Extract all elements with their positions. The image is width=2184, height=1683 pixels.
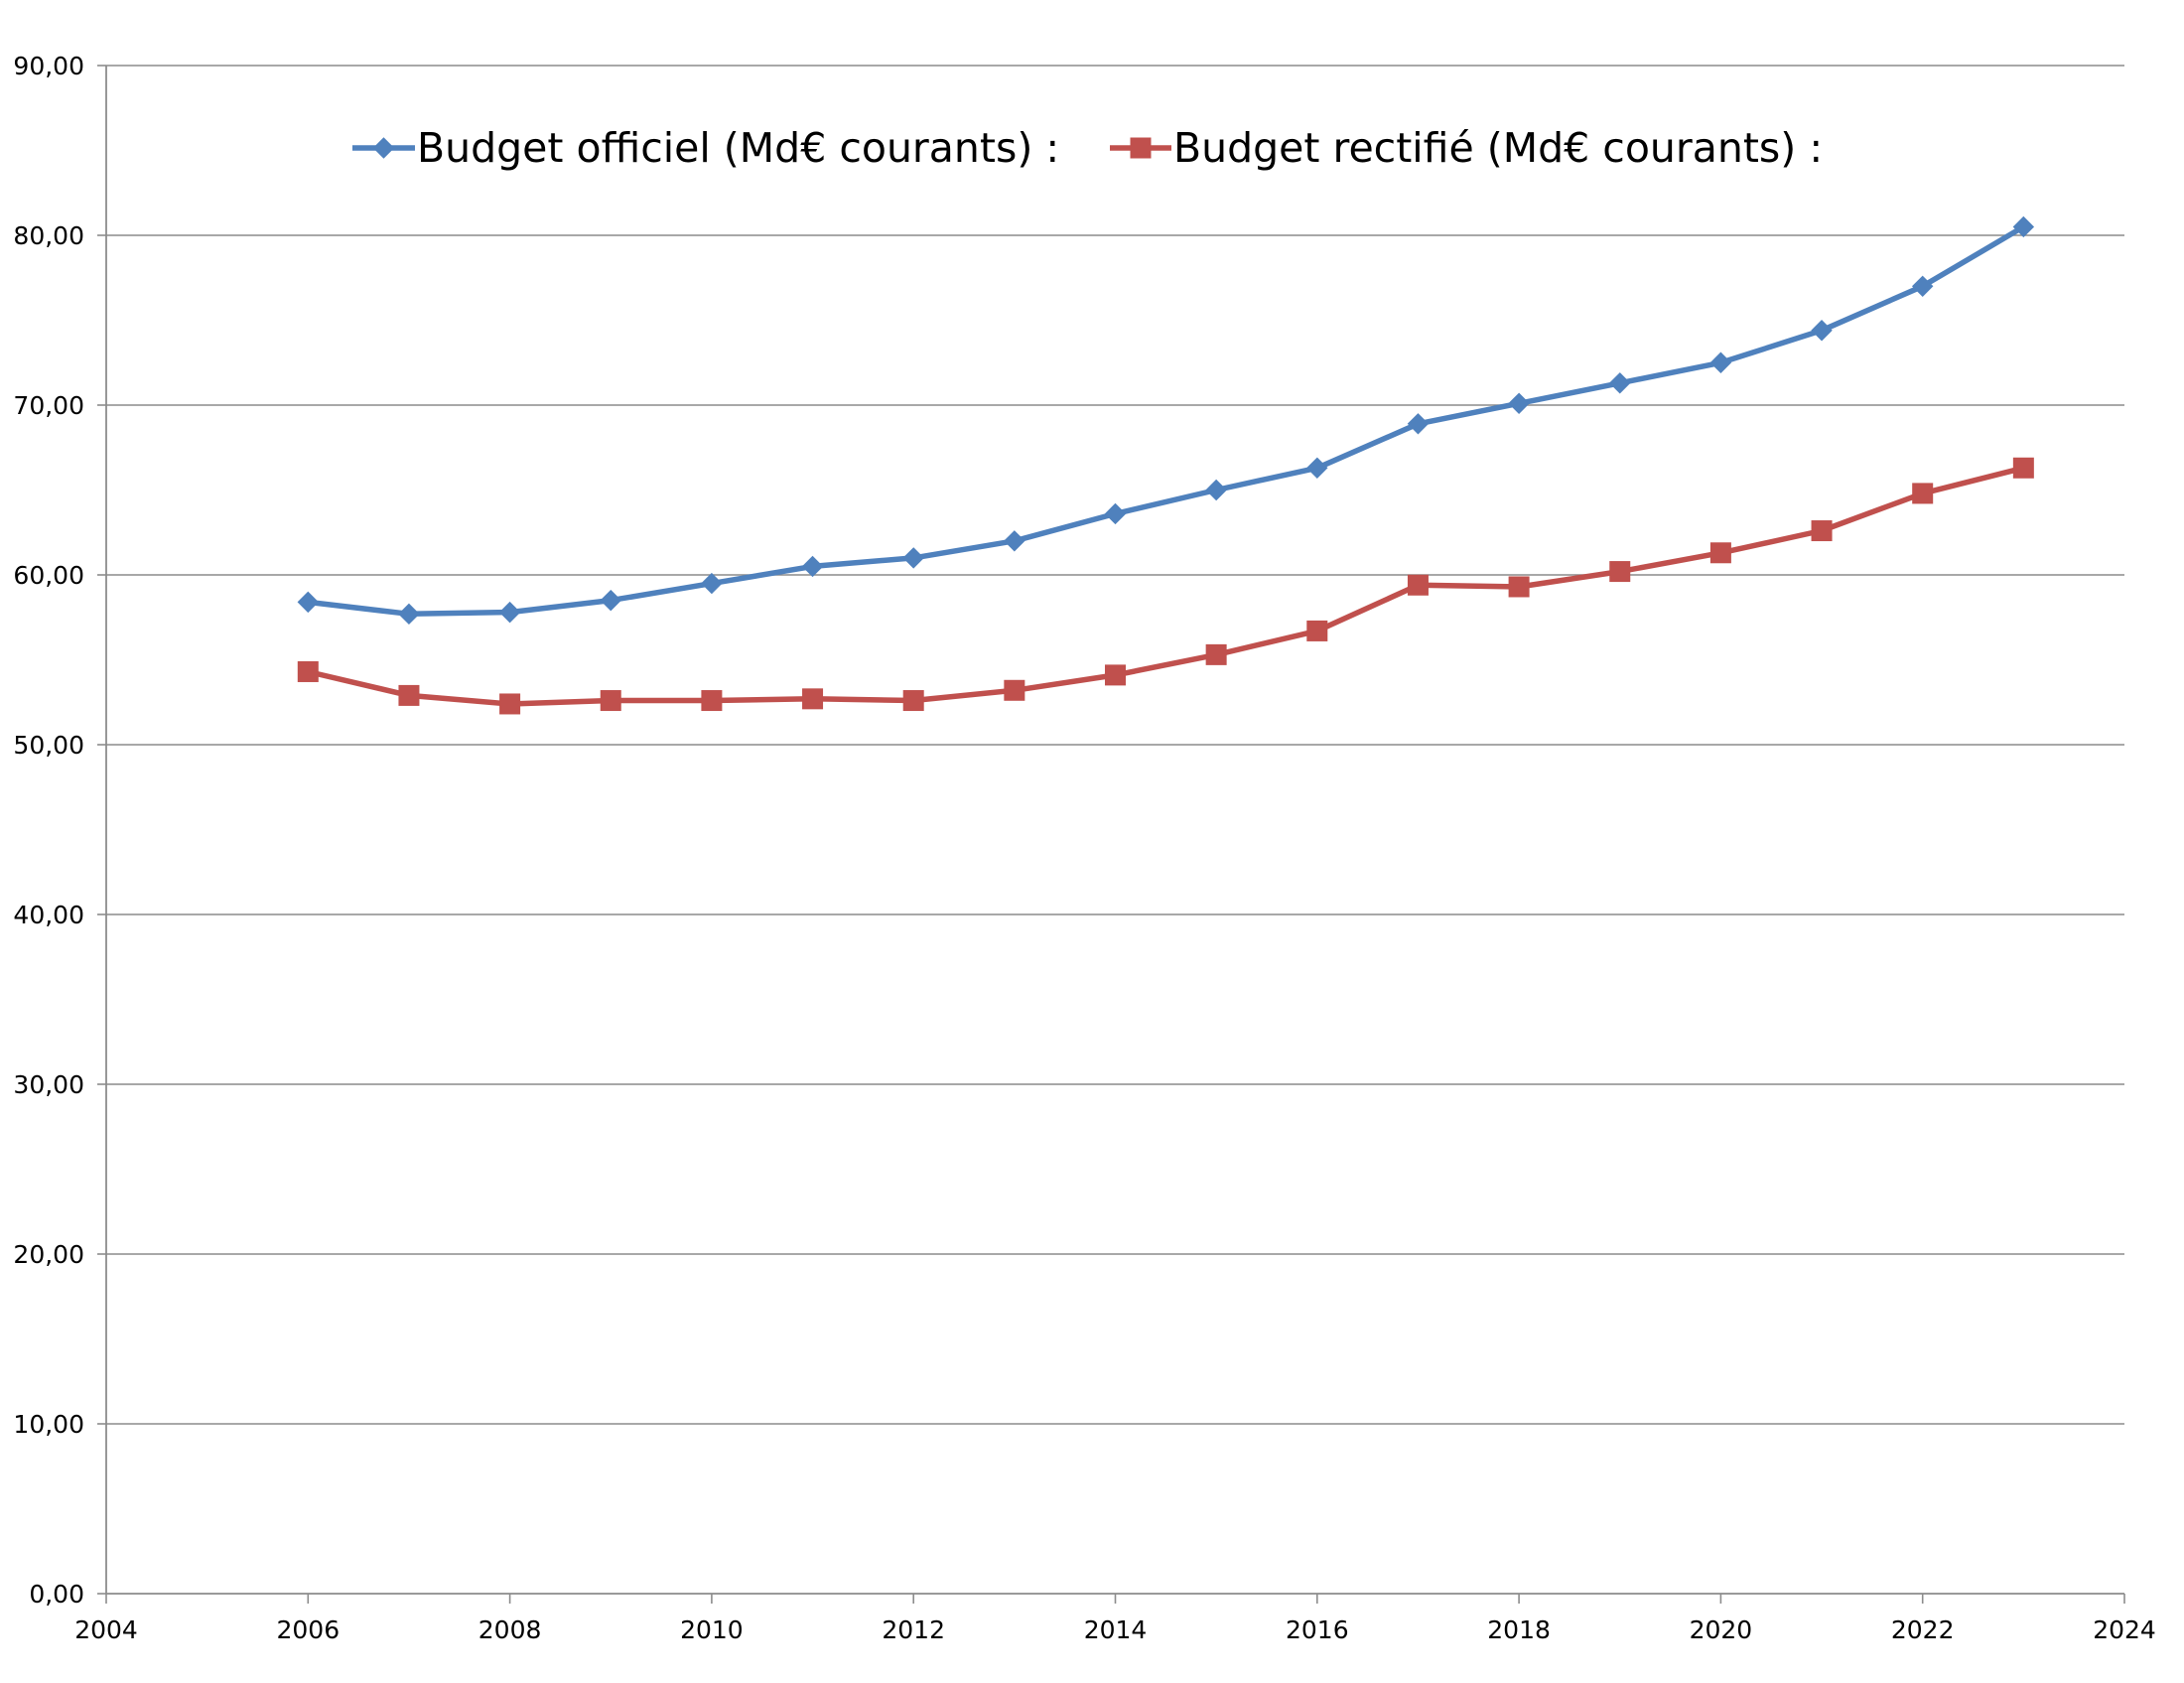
- x-tick-label: 2018: [1487, 1615, 1551, 1644]
- x-tick-label: 2012: [882, 1615, 945, 1644]
- x-tick-label: 2010: [680, 1615, 744, 1644]
- data-point-square: [1508, 576, 1530, 598]
- series-2: [297, 457, 2034, 715]
- data-point-square: [499, 693, 521, 715]
- data-point-diamond: [600, 589, 621, 612]
- data-point-diamond: [398, 603, 420, 626]
- series: [297, 215, 2035, 715]
- data-point-diamond: [1609, 372, 1631, 394]
- y-tick-label: 70,00: [13, 391, 84, 420]
- data-point-square: [1407, 574, 1429, 596]
- x-tick-label: 2014: [1084, 1615, 1148, 1644]
- legend: Budget officiel (Md€ courants) : Budget r…: [352, 124, 1823, 172]
- x-tick-label: 2006: [276, 1615, 340, 1644]
- legend-label: Budget officiel (Md€ courants) :: [417, 124, 1059, 172]
- legend-label: Budget rectifié (Md€ courants) :: [1173, 124, 1823, 172]
- data-point-diamond: [701, 572, 723, 595]
- data-point-diamond: [902, 547, 924, 569]
- y-tick-label: 80,00: [13, 221, 84, 250]
- y-tick-label: 40,00: [13, 901, 84, 929]
- legend-marker-diamond: [372, 137, 395, 159]
- y-tick-label: 50,00: [13, 731, 84, 760]
- data-point-diamond: [1004, 530, 1025, 552]
- data-point-square: [1912, 483, 1934, 504]
- series-line: [305, 465, 2027, 707]
- data-point-square: [1306, 620, 1328, 641]
- x-tick-label: 2004: [74, 1615, 138, 1644]
- data-point-square: [297, 660, 319, 682]
- gridlines: [106, 65, 2124, 1425]
- data-point-diamond: [1811, 320, 1833, 342]
- data-point-diamond: [1407, 413, 1430, 435]
- data-point-diamond: [2012, 215, 2035, 238]
- series-line: [305, 223, 2027, 618]
- data-point-diamond: [1911, 275, 1934, 298]
- data-point-square: [1709, 542, 1731, 564]
- data-point-square: [701, 690, 723, 712]
- y-tick-label: 60,00: [13, 561, 84, 590]
- y-tick-label: 10,00: [13, 1410, 84, 1439]
- data-point-diamond: [1104, 502, 1127, 525]
- legend-marker-square: [1130, 137, 1152, 159]
- data-point-diamond: [801, 555, 824, 578]
- data-point-square: [1105, 664, 1126, 686]
- axes: 0,00 10,00 20,00 30,00 40,00 50,00 60,00 70,00 8…: [13, 52, 2155, 1644]
- data-point-diamond: [498, 601, 521, 624]
- x-tick-label: 2024: [2093, 1615, 2156, 1644]
- data-point-diamond: [1709, 351, 1732, 373]
- data-point-square: [398, 684, 420, 706]
- data-point-square: [600, 690, 621, 712]
- legend-item-1: Budget officiel (Md€ courants) :: [352, 124, 1059, 172]
- y-tick-label: 20,00: [13, 1240, 84, 1269]
- data-point-square: [1811, 520, 1833, 542]
- data-point-diamond: [1508, 392, 1530, 414]
- y-tick-label: 0,00: [29, 1580, 84, 1609]
- data-point-square: [902, 690, 924, 712]
- data-point-square: [1205, 643, 1227, 665]
- y-tick-label: 90,00: [13, 52, 84, 80]
- data-point-diamond: [1205, 479, 1227, 501]
- x-tick-label: 2022: [1891, 1615, 1955, 1644]
- series-1: [297, 215, 2035, 626]
- x-tick-label: 2008: [478, 1615, 542, 1644]
- data-point-diamond: [297, 591, 320, 614]
- x-tick-label: 2016: [1286, 1615, 1349, 1644]
- legend-item-2: Budget rectifié (Md€ courants) :: [1110, 124, 1823, 172]
- data-point-square: [2012, 457, 2034, 479]
- data-point-square: [802, 688, 824, 710]
- x-tick-label: 2020: [1690, 1615, 1753, 1644]
- data-point-square: [1004, 679, 1025, 701]
- data-point-diamond: [1306, 457, 1328, 479]
- y-tick-label: 30,00: [13, 1070, 84, 1099]
- data-point-square: [1609, 561, 1631, 583]
